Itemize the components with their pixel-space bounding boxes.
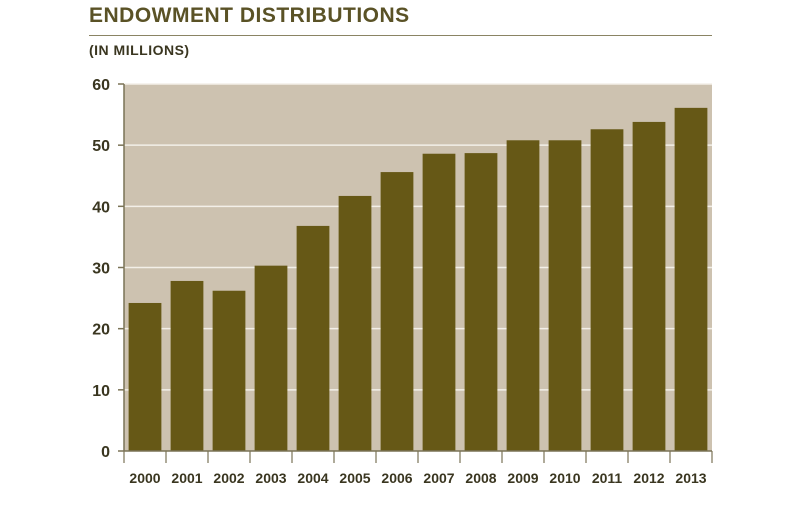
bar-2001 xyxy=(170,280,204,451)
chart-title: ENDOWMENT DISTRIBUTIONS xyxy=(89,4,410,27)
bar-2003 xyxy=(254,265,288,451)
y-tick-label: 20 xyxy=(92,322,110,339)
axes xyxy=(118,83,713,463)
bar-2010 xyxy=(548,140,582,452)
bar-2004 xyxy=(296,225,330,451)
bar-2009 xyxy=(506,140,540,452)
bar-2000 xyxy=(128,302,162,451)
y-tick-label: 30 xyxy=(92,261,110,278)
x-tick-label-2012: 2012 xyxy=(633,470,664,486)
x-tick-label-2003: 2003 xyxy=(255,470,286,486)
y-tick-labels: 0 10 20 30 40 50 60 xyxy=(92,77,110,461)
y-tick-label: 0 xyxy=(101,444,110,461)
y-tick-label: 10 xyxy=(92,383,110,400)
x-tick-label-2007: 2007 xyxy=(423,470,454,486)
bar-2013 xyxy=(674,107,708,451)
x-tick-label-2008: 2008 xyxy=(465,470,496,486)
x-tick-label-2000: 2000 xyxy=(129,470,160,486)
y-tick-label: 60 xyxy=(92,77,110,94)
x-tick-label-2005: 2005 xyxy=(339,470,370,486)
x-tick-label-2013: 2013 xyxy=(675,470,706,486)
x-tick-label-2006: 2006 xyxy=(381,470,412,486)
bar-2008 xyxy=(464,153,498,451)
bar-2007 xyxy=(422,153,456,452)
bar-2002 xyxy=(212,290,246,451)
bars xyxy=(128,107,708,452)
title-divider xyxy=(89,35,712,36)
bar-2012 xyxy=(632,121,666,451)
x-tick-label-2002: 2002 xyxy=(213,470,244,486)
y-tick-label: 40 xyxy=(92,199,110,216)
x-tick-label-2004: 2004 xyxy=(297,470,328,486)
x-tick-labels: 2000 2001 2002 2003 2004 2005 2006 2007 2008 2009… xyxy=(129,470,706,486)
chart-subtitle: (IN MILLIONS) xyxy=(89,42,190,58)
x-tick-label-2009: 2009 xyxy=(507,470,538,486)
y-tick-label: 50 xyxy=(92,138,110,155)
bar-2005 xyxy=(338,195,372,451)
bar-2006 xyxy=(380,172,414,451)
x-tick-label-2011: 2011 xyxy=(592,470,623,486)
x-tick-label-2001: 2001 xyxy=(171,470,202,486)
x-tick-label-2010: 2010 xyxy=(549,470,580,486)
bar-2011 xyxy=(590,129,624,451)
